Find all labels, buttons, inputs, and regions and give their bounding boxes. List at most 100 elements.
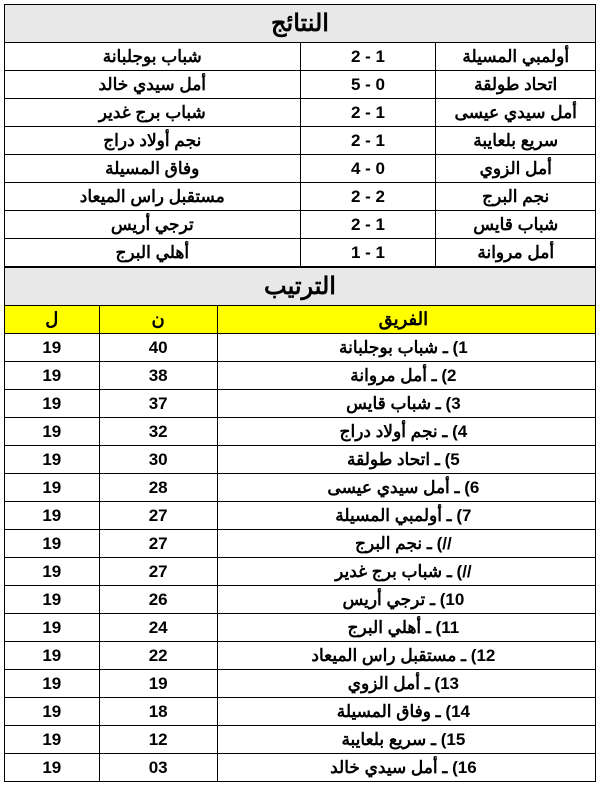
standings-team: 5) ـ اتحاد طولقة (217, 446, 595, 474)
standings-points: 18 (99, 698, 217, 726)
standings-points: 24 (99, 614, 217, 642)
standings-team: 10) ـ ترجي أريس (217, 586, 595, 614)
standings-played: 19 (5, 334, 100, 362)
standings-team: 7) ـ أولمبي المسيلة (217, 502, 595, 530)
standings-points: 27 (99, 558, 217, 586)
standings-row: 12) ـ مستقبل راس الميعاد2219 (5, 642, 596, 670)
results-row: أمل الزوي4 - 0وفاق المسيلة (5, 155, 596, 183)
standings-team: 4) ـ نجم أولاد دراج (217, 418, 595, 446)
match-score: 2 - 2 (300, 183, 436, 211)
home-team: أولمبي المسيلة (436, 43, 596, 71)
standings-header-row: الفريق ن ل (5, 306, 596, 334)
standings-team: //) ـ شباب برج غدير (217, 558, 595, 586)
standings-points: 26 (99, 586, 217, 614)
home-team: أمل سيدي عيسى (436, 99, 596, 127)
standings-row: 3) ـ شباب قايس3719 (5, 390, 596, 418)
results-title: النتائج (4, 4, 596, 42)
away-team: شباب برج غدير (5, 99, 301, 127)
standings-row: //) ـ نجم البرج2719 (5, 530, 596, 558)
results-row: أولمبي المسيلة2 - 1شباب بوجلبانة (5, 43, 596, 71)
standings-points: 19 (99, 670, 217, 698)
standings-played: 19 (5, 446, 100, 474)
header-team: الفريق (217, 306, 595, 334)
standings-row: 2) ـ أمل مروانة3819 (5, 362, 596, 390)
standings-played: 19 (5, 614, 100, 642)
away-team: نجم أولاد دراج (5, 127, 301, 155)
standings-team: 16) ـ أمل سيدي خالد (217, 754, 595, 782)
standings-team: 12) ـ مستقبل راس الميعاد (217, 642, 595, 670)
standings-row: 4) ـ نجم أولاد دراج3219 (5, 418, 596, 446)
home-team: أمل الزوي (436, 155, 596, 183)
standings-points: 12 (99, 726, 217, 754)
standings-team: 15) ـ سريع بلعايبة (217, 726, 595, 754)
standings-team: 3) ـ شباب قايس (217, 390, 595, 418)
standings-played: 19 (5, 474, 100, 502)
standings-points: 40 (99, 334, 217, 362)
standings-played: 19 (5, 502, 100, 530)
away-team: مستقبل راس الميعاد (5, 183, 301, 211)
away-team: شباب بوجلبانة (5, 43, 301, 71)
results-table: أولمبي المسيلة2 - 1شباب بوجلبانةاتحاد طو… (4, 42, 596, 267)
standings-played: 19 (5, 670, 100, 698)
results-row: شباب قايس2 - 1ترجي أريس (5, 211, 596, 239)
home-team: سريع بلعايبة (436, 127, 596, 155)
standings-played: 19 (5, 586, 100, 614)
standings-row: 14) ـ وفاق المسيلة1819 (5, 698, 596, 726)
standings-played: 19 (5, 698, 100, 726)
standings-played: 19 (5, 530, 100, 558)
standings-team: 1) ـ شباب بوجلبانة (217, 334, 595, 362)
results-row: سريع بلعايبة2 - 1نجم أولاد دراج (5, 127, 596, 155)
header-played: ل (5, 306, 100, 334)
home-team: شباب قايس (436, 211, 596, 239)
standings-row: //) ـ شباب برج غدير2719 (5, 558, 596, 586)
away-team: أهلي البرج (5, 239, 301, 267)
standings-title: الترتيب (4, 267, 596, 305)
match-score: 2 - 1 (300, 211, 436, 239)
standings-points: 32 (99, 418, 217, 446)
header-points: ن (99, 306, 217, 334)
away-team: ترجي أريس (5, 211, 301, 239)
results-row: أمل مروانة1 - 1أهلي البرج (5, 239, 596, 267)
standings-team: 14) ـ وفاق المسيلة (217, 698, 595, 726)
standings-row: 6) ـ أمل سيدي عيسى2819 (5, 474, 596, 502)
away-team: وفاق المسيلة (5, 155, 301, 183)
standings-team: 13) ـ أمل الزوي (217, 670, 595, 698)
results-row: اتحاد طولقة5 - 0أمل سيدي خالد (5, 71, 596, 99)
away-team: أمل سيدي خالد (5, 71, 301, 99)
standings-team: 6) ـ أمل سيدي عيسى (217, 474, 595, 502)
home-team: أمل مروانة (436, 239, 596, 267)
match-score: 2 - 1 (300, 127, 436, 155)
standings-points: 27 (99, 502, 217, 530)
standings-played: 19 (5, 362, 100, 390)
standings-points: 27 (99, 530, 217, 558)
standings-table: الفريق ن ل 1) ـ شباب بوجلبانة40192) ـ أم… (4, 305, 596, 782)
standings-points: 03 (99, 754, 217, 782)
standings-played: 19 (5, 558, 100, 586)
standings-points: 28 (99, 474, 217, 502)
standings-row: 7) ـ أولمبي المسيلة2719 (5, 502, 596, 530)
match-score: 2 - 1 (300, 99, 436, 127)
home-team: نجم البرج (436, 183, 596, 211)
standings-played: 19 (5, 642, 100, 670)
results-row: نجم البرج2 - 2مستقبل راس الميعاد (5, 183, 596, 211)
standings-row: 15) ـ سريع بلعايبة1219 (5, 726, 596, 754)
standings-played: 19 (5, 726, 100, 754)
standings-team: 2) ـ أمل مروانة (217, 362, 595, 390)
standings-row: 10) ـ ترجي أريس2619 (5, 586, 596, 614)
standings-row: 5) ـ اتحاد طولقة3019 (5, 446, 596, 474)
standings-team: 11) ـ أهلي البرج (217, 614, 595, 642)
match-score: 1 - 1 (300, 239, 436, 267)
standings-row: 1) ـ شباب بوجلبانة4019 (5, 334, 596, 362)
match-score: 2 - 1 (300, 43, 436, 71)
home-team: اتحاد طولقة (436, 71, 596, 99)
standings-points: 37 (99, 390, 217, 418)
standings-played: 19 (5, 390, 100, 418)
standings-team: //) ـ نجم البرج (217, 530, 595, 558)
match-score: 4 - 0 (300, 155, 436, 183)
results-row: أمل سيدي عيسى2 - 1شباب برج غدير (5, 99, 596, 127)
standings-row: 13) ـ أمل الزوي1919 (5, 670, 596, 698)
standings-row: 16) ـ أمل سيدي خالد0319 (5, 754, 596, 782)
standings-played: 19 (5, 754, 100, 782)
standings-points: 38 (99, 362, 217, 390)
standings-points: 22 (99, 642, 217, 670)
